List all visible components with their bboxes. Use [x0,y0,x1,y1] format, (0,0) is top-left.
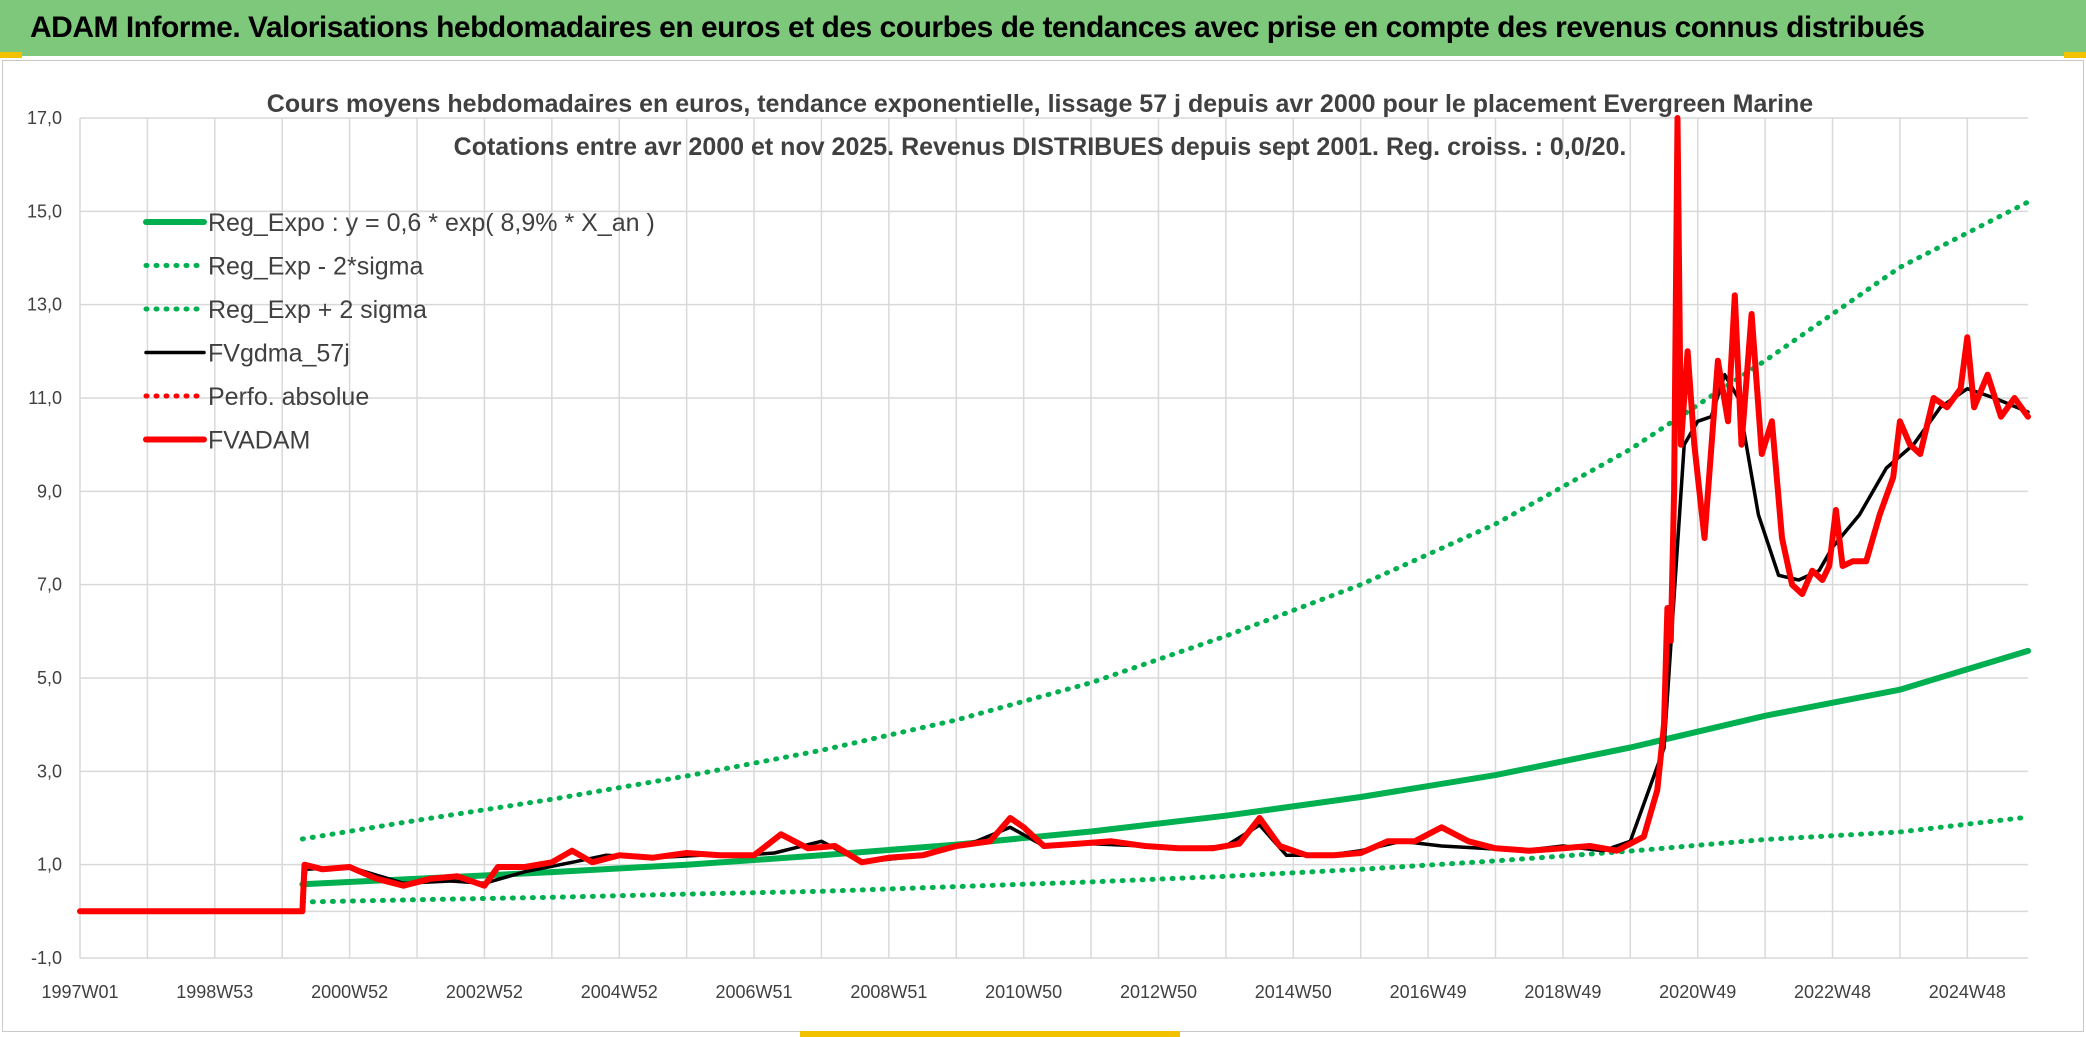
series-line-fvgdma [78,372,2030,914]
x-tick-label: 1997W01 [41,982,118,1002]
y-tick-label: 9,0 [37,481,62,501]
y-tick-label: 5,0 [37,668,62,688]
series-line-fvadam [77,115,2031,915]
chart-title-line-1: Cours moyens hebdomadaires en euros, ten… [267,90,1813,118]
legend: Reg_Expo : y = 0,6 * exp( 8,9% * X_an ) R… [143,209,655,455]
x-tick-label: 2000W52 [311,982,388,1002]
series-line-reg_plus [299,199,2031,842]
series-line-reg_expo [299,647,2031,888]
y-tick-label: 11,0 [28,388,62,408]
legend-label-perfo: Perfo. absolue [208,383,369,411]
x-tick-label: 2006W51 [716,982,793,1002]
chart-title-line-2: Cotations entre avr 2000 et nov 2025. Re… [454,133,1627,161]
y-tick-label: 15,0 [27,201,62,221]
legend-label-reg_plus: Reg_Exp + 2 sigma [208,296,427,324]
bottom-accent [800,1031,1180,1037]
series [77,115,2031,915]
legend-label-fvgdma: FVgdma_57j [208,340,350,368]
page-title: ADAM Informe. Valorisations hebdomadaire… [30,11,1925,44]
x-tick-label: 2016W49 [1390,982,1467,1002]
grid [79,117,2028,959]
y-tick-label: -1,0 [31,948,62,968]
series-line-reg_minus [299,814,2031,905]
x-tick-label: 2012W50 [1120,982,1197,1002]
header-accent-left [0,52,22,58]
y-tick-label: 7,0 [37,575,62,595]
legend-label-reg_expo: Reg_Expo : y = 0,6 * exp( 8,9% * X_an ) [208,209,655,237]
x-tick-label: 2010W50 [985,982,1062,1002]
y-tick-label: 3,0 [37,761,62,781]
x-tick-label: 2004W52 [581,982,658,1002]
legend-label-fvadam: FVADAM [208,427,310,455]
x-tick-label: 2008W51 [850,982,927,1002]
axes: -1,0 1,0 3,0 5,0 7,0 9,0 11,0 13,0 15,0 17,0 1997W… [27,108,2006,1002]
x-tick-label: 2002W52 [446,982,523,1002]
x-tick-label: 2014W50 [1255,982,1332,1002]
x-tick-label: 2020W49 [1659,982,1736,1002]
header-bar [0,0,2086,56]
x-tick-label: 2024W48 [1929,982,2006,1002]
x-tick-label: 2022W48 [1794,982,1871,1002]
y-tick-label: 13,0 [27,295,62,315]
header-accent-right [2064,52,2086,58]
x-tick-label: 1998W53 [176,982,253,1002]
y-tick-label: 17,0 [27,108,62,128]
legend-label-reg_minus: Reg_Exp - 2*sigma [208,253,423,281]
y-tick-label: 1,0 [37,855,62,875]
x-tick-label: 2018W49 [1524,982,1601,1002]
